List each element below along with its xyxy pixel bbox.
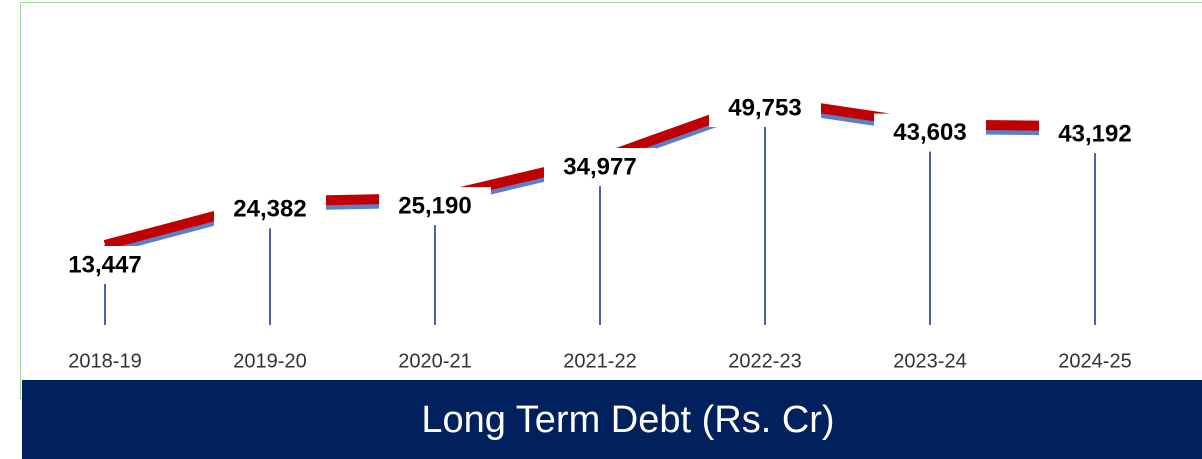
x-tick-label: 2019-20 [233, 350, 306, 372]
x-tick-label: 2023-24 [893, 350, 966, 372]
data-label: 24,382 [233, 196, 306, 223]
x-tick-label: 2018-19 [68, 350, 141, 372]
data-label-box [214, 190, 326, 229]
chart-border [20, 2, 1202, 399]
title-band [22, 380, 1202, 459]
data-label: 43,192 [1058, 121, 1131, 148]
data-label: 49,753 [728, 94, 801, 121]
data-label-box [874, 113, 986, 152]
data-label-box [379, 187, 491, 226]
data-label: 43,603 [893, 119, 966, 146]
data-label: 25,190 [398, 192, 471, 219]
data-label-box [709, 89, 821, 127]
x-tick-label: 2024-25 [1058, 350, 1131, 372]
x-tick-label: 2020-21 [398, 350, 471, 372]
data-label-box [49, 246, 161, 284]
data-label: 13,447 [68, 251, 141, 278]
x-tick-label: 2021-22 [563, 350, 636, 372]
x-tick-label: 2022-23 [728, 350, 801, 372]
data-label-box [1039, 115, 1151, 154]
chart-title: Long Term Debt (Rs. Cr) [421, 399, 834, 441]
data-label-box [544, 148, 656, 187]
data-label: 34,977 [563, 153, 636, 180]
